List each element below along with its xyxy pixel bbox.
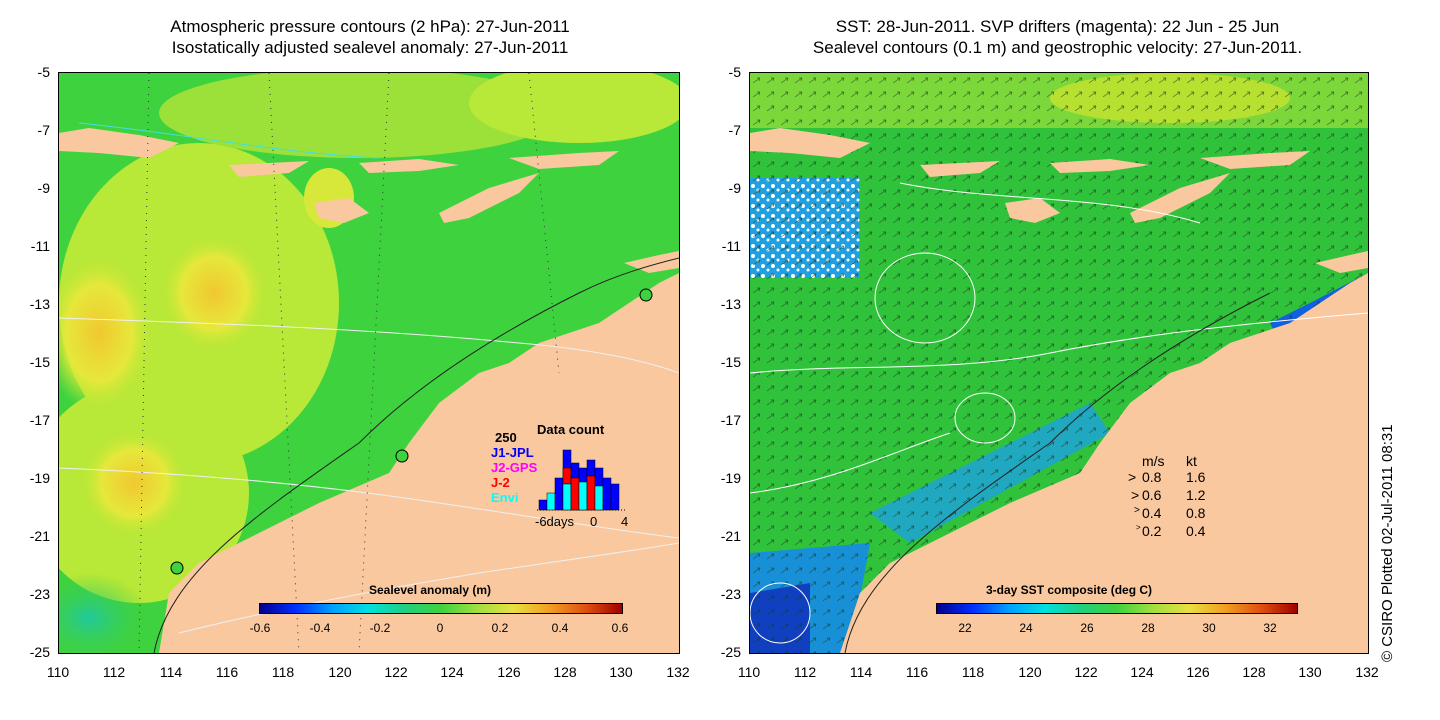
left-xtick: 132	[666, 664, 690, 680]
right-title-line2: Sealevel contours (0.1 m) and geostrophi…	[812, 38, 1303, 57]
right-cb-tick-22: 22	[958, 621, 972, 635]
left-cb-tick-1: -0.6	[249, 621, 271, 635]
right-xtick: 128	[1242, 664, 1266, 680]
legend-j2-gps: J2-GPS	[491, 460, 538, 475]
velocity-legend-kt-header: kt	[1186, 453, 1197, 469]
right-xtick: 122	[1074, 664, 1098, 680]
left-ytick: -17	[29, 412, 50, 428]
right-ytick: -23	[720, 586, 741, 602]
right-xtick: 126	[1186, 664, 1210, 680]
left-ytick: -13	[29, 296, 50, 312]
left-xtick: 124	[440, 664, 464, 680]
right-cb-tick-26: 26	[1080, 621, 1094, 635]
velocity-row-4-ms: 0.2	[1142, 523, 1162, 539]
velocity-row-1-ms: 0.8	[1142, 469, 1162, 485]
right-xtick: 116	[905, 664, 929, 680]
left-colorbar	[259, 603, 623, 614]
left-cb-tick-5: 0.2	[491, 621, 509, 635]
left-xtick: 118	[271, 664, 295, 680]
left-xtick: 128	[553, 664, 577, 680]
right-xtick: 118	[961, 664, 985, 680]
right-ytick: -11	[721, 238, 741, 254]
right-cb-tick-28: 28	[1141, 621, 1155, 635]
left-xtick: 114	[159, 664, 183, 680]
right-ytick: -19	[720, 470, 741, 486]
left-cb-tick-2: -0.4	[309, 621, 331, 635]
right-panel-title: SST: 28-Jun-2011. SVP drifters (magenta)…	[745, 16, 1370, 58]
sealevel-anomaly-map: Data count 250 J1-JPL J2-GPS J-2 Envi -6…	[58, 72, 680, 654]
right-xtick: 120	[1018, 664, 1042, 680]
velocity-row-3-kt: 0.8	[1186, 505, 1206, 521]
right-ytick: -7	[728, 122, 741, 138]
left-ytick: -9	[37, 180, 50, 196]
csiro-credit: © CSIRO Plotted 02-Jul-2011 08:31	[1379, 424, 1396, 662]
left-colorbar-title: Sealevel anomaly (m)	[369, 583, 492, 597]
left-xtick: 122	[384, 664, 408, 680]
left-xtick: 130	[609, 664, 633, 680]
velocity-arrow-icon: >	[1128, 469, 1137, 485]
left-xtick: 112	[102, 664, 126, 680]
sst-velocity-map: m/s kt > 0.8 1.6 > 0.6 1.2 > 0.4 0.8 > 0…	[749, 72, 1369, 654]
left-title-line2: Isostatically adjusted sealevel anomaly:…	[171, 38, 569, 57]
right-cb-tick-32: 32	[1263, 621, 1277, 635]
left-xtick: 110	[46, 664, 70, 680]
velocity-row-2-kt: 1.2	[1186, 487, 1206, 503]
legend-envi: Envi	[491, 490, 519, 505]
right-ytick: -15	[720, 354, 741, 370]
inset-x-label-end: 4	[621, 514, 629, 529]
right-xtick: 130	[1298, 664, 1322, 680]
right-cb-tick-30: 30	[1202, 621, 1216, 635]
left-ytick: -21	[29, 528, 50, 544]
right-ytick: -13	[720, 296, 741, 312]
left-ytick: -25	[29, 644, 50, 660]
right-xtick: 132	[1355, 664, 1379, 680]
right-xtick: 112	[793, 664, 817, 680]
data-count-inset: Data count 250 J1-JPL J2-GPS J-2 Envi -6…	[487, 418, 637, 529]
velocity-arrow-icon: >	[1136, 523, 1141, 532]
left-ytick: -11	[30, 238, 50, 254]
left-xtick: 120	[328, 664, 352, 680]
right-ytick: -17	[720, 412, 741, 428]
right-xtick: 124	[1130, 664, 1154, 680]
velocity-arrow-icon: >	[1134, 505, 1140, 516]
left-xtick: 116	[215, 664, 239, 680]
right-cb-tick-24: 24	[1019, 621, 1033, 635]
left-ytick: -7	[37, 122, 50, 138]
right-xtick: 110	[737, 664, 761, 680]
right-xtick: 114	[849, 664, 873, 680]
left-title-line1: Atmospheric pressure contours (2 hPa): 2…	[170, 17, 570, 36]
inset-x-label-zero: 0	[590, 514, 598, 529]
inset-x-label-start: -6days	[535, 514, 575, 529]
velocity-row-1-kt: 1.6	[1186, 469, 1206, 485]
left-ytick: -5	[37, 64, 50, 80]
right-ytick: -5	[728, 64, 741, 80]
left-ytick: -23	[29, 586, 50, 602]
legend-j1-jpl: J1-JPL	[491, 445, 534, 460]
left-cb-tick-7: 0.6	[611, 621, 629, 635]
legend-j-2: J-2	[491, 475, 510, 490]
velocity-legend-ms-header: m/s	[1142, 453, 1165, 469]
right-colorbar-title: 3-day SST composite (deg C)	[986, 583, 1153, 597]
right-ytick: -21	[720, 528, 741, 544]
data-count-title: Data count	[537, 422, 605, 437]
data-count-ymax: 250	[495, 430, 517, 445]
left-cb-tick-3: -0.2	[369, 621, 391, 635]
velocity-row-2-ms: 0.6	[1142, 487, 1162, 503]
data-count-histogram	[537, 449, 625, 511]
left-cb-tick-4: 0	[436, 621, 444, 635]
sst-velocity-map-svg	[750, 73, 1368, 653]
velocity-row-3-ms: 0.4	[1142, 505, 1162, 521]
left-ytick: -19	[29, 470, 50, 486]
left-xtick: 126	[497, 664, 521, 680]
right-ytick: -25	[720, 644, 741, 660]
sealevel-anomaly-map-svg	[59, 73, 679, 653]
left-ytick: -15	[29, 354, 50, 370]
left-cb-tick-6: 0.4	[551, 621, 569, 635]
right-ytick: -9	[728, 180, 741, 196]
right-colorbar	[936, 603, 1298, 614]
left-panel-title: Atmospheric pressure contours (2 hPa): 2…	[60, 16, 680, 58]
velocity-row-4-kt: 0.4	[1186, 523, 1206, 539]
right-title-line1: SST: 28-Jun-2011. SVP drifters (magenta)…	[835, 17, 1280, 36]
velocity-arrow-icon: >	[1131, 487, 1140, 503]
